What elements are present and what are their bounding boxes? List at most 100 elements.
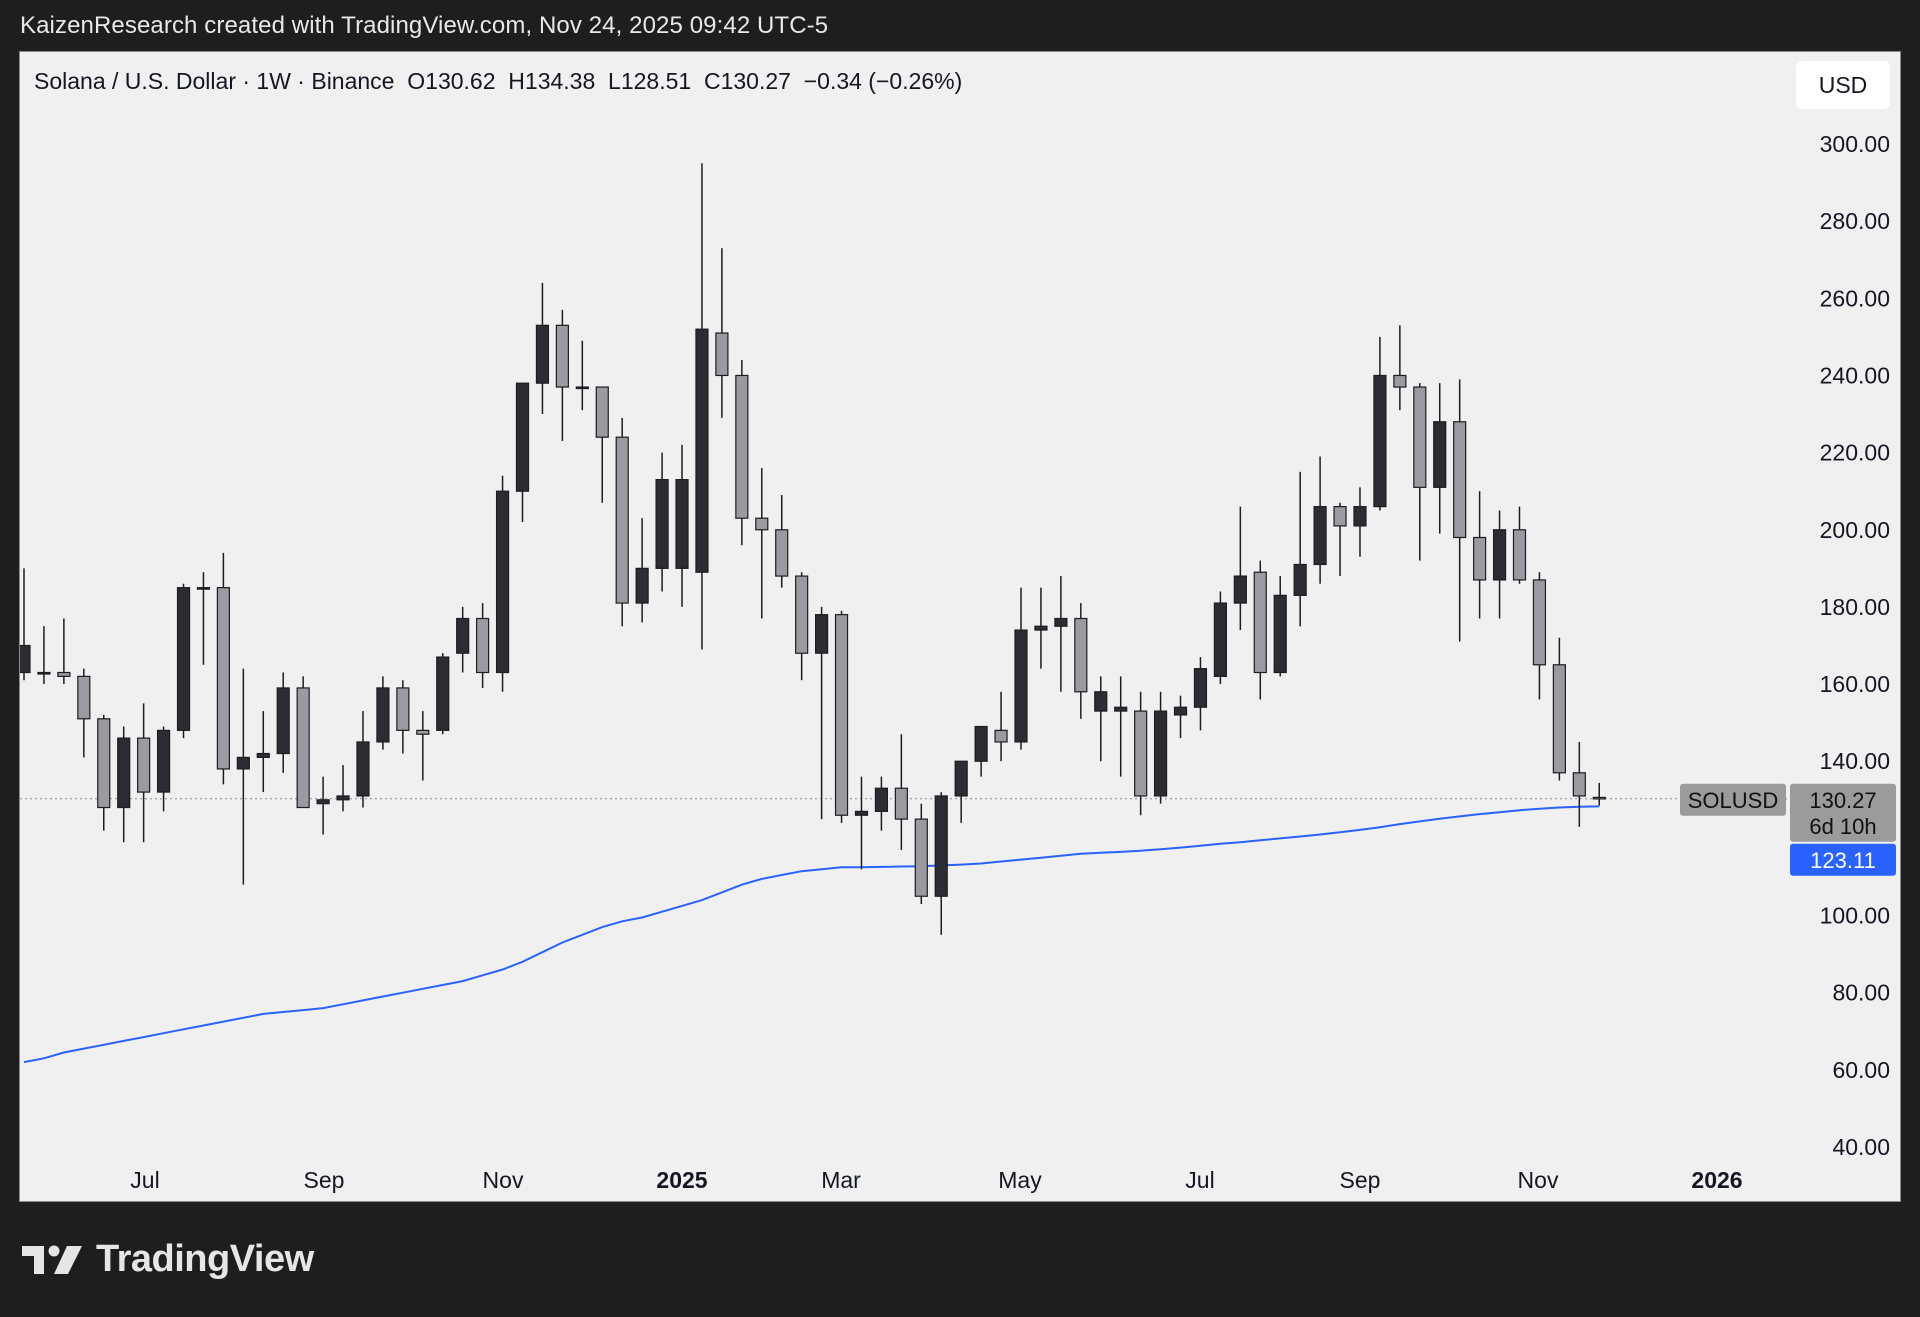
x-axis-label: Nov bbox=[483, 1167, 524, 1193]
candle-body[interactable] bbox=[476, 617, 490, 674]
candle-body[interactable] bbox=[20, 644, 31, 674]
candle-body[interactable] bbox=[1253, 571, 1267, 674]
candle-body[interactable] bbox=[1233, 575, 1247, 604]
x-axis-label: 2026 bbox=[1691, 1167, 1742, 1193]
candle-body[interactable] bbox=[655, 479, 669, 569]
candle-body[interactable] bbox=[1213, 602, 1228, 677]
candle-body[interactable] bbox=[416, 729, 430, 735]
price-tag bbox=[1790, 783, 1896, 842]
candle-body[interactable] bbox=[934, 795, 948, 897]
candle-body[interactable] bbox=[715, 332, 729, 377]
currency-button[interactable]: USD bbox=[1796, 61, 1890, 109]
candle-body[interactable] bbox=[795, 575, 809, 654]
candle-body[interactable] bbox=[1074, 617, 1088, 693]
candle-body[interactable] bbox=[336, 795, 350, 801]
candle-body[interactable] bbox=[814, 614, 829, 654]
candle-body[interactable] bbox=[1094, 691, 1108, 712]
tradingview-logo: TradingView bbox=[22, 1238, 314, 1281]
candle-body[interactable] bbox=[675, 479, 689, 569]
candle-body[interactable] bbox=[376, 687, 390, 743]
candle-body[interactable] bbox=[57, 671, 71, 677]
x-axis-label: Jul bbox=[130, 1167, 159, 1193]
candle-body[interactable] bbox=[1353, 506, 1367, 527]
chart-panel[interactable]: 300.00 280.00 260.00 240.00 220.00 200.00 180.… bbox=[19, 51, 1901, 1202]
candle-body[interactable] bbox=[775, 529, 789, 577]
candle-body[interactable] bbox=[695, 328, 709, 573]
candle-body[interactable] bbox=[436, 656, 450, 731]
candle-body[interactable] bbox=[1393, 374, 1407, 388]
candle-body[interactable] bbox=[1552, 664, 1566, 774]
candle-body[interactable] bbox=[137, 737, 151, 793]
candle-body[interactable] bbox=[1453, 421, 1467, 539]
candle-body[interactable] bbox=[356, 741, 370, 797]
candle-body[interactable] bbox=[1034, 625, 1048, 631]
candle-body[interactable] bbox=[575, 386, 589, 390]
candle-body[interactable] bbox=[37, 671, 51, 675]
candle-body[interactable] bbox=[515, 382, 530, 492]
candle-body[interactable] bbox=[216, 587, 230, 770]
y-axis-label: 160.00 bbox=[1820, 671, 1890, 697]
candle-body[interactable] bbox=[1014, 629, 1028, 743]
candle-body[interactable] bbox=[854, 810, 869, 816]
y-axis-label: 80.00 bbox=[1832, 980, 1890, 1006]
x-axis-label: Sep bbox=[304, 1167, 345, 1193]
candle-body[interactable] bbox=[1532, 579, 1547, 666]
candle-body[interactable] bbox=[296, 687, 310, 809]
candle-body[interactable] bbox=[834, 614, 849, 816]
candle-body[interactable] bbox=[117, 737, 131, 809]
candle-body[interactable] bbox=[1512, 529, 1527, 581]
y-axis-label: 240.00 bbox=[1820, 362, 1890, 388]
y-axis-label: 260.00 bbox=[1820, 285, 1890, 311]
candle-body[interactable] bbox=[1173, 706, 1188, 716]
candle-body[interactable] bbox=[735, 374, 749, 519]
candle-body[interactable] bbox=[914, 818, 928, 897]
candle-body[interactable] bbox=[495, 490, 510, 674]
candle-body[interactable] bbox=[1313, 506, 1327, 566]
candle-body[interactable] bbox=[1153, 710, 1168, 797]
moving-average-line bbox=[23, 805, 1600, 1064]
candle-body[interactable] bbox=[77, 675, 91, 720]
candle-body[interactable] bbox=[954, 760, 968, 797]
candle-body[interactable] bbox=[316, 799, 330, 805]
candle-body[interactable] bbox=[994, 729, 1008, 743]
candle-body[interactable] bbox=[635, 567, 649, 604]
y-axis-label: 60.00 bbox=[1832, 1057, 1890, 1083]
candle-body[interactable] bbox=[236, 756, 250, 770]
candle-body[interactable] bbox=[755, 517, 769, 531]
candle-body[interactable] bbox=[1193, 668, 1208, 708]
candle-body[interactable] bbox=[1293, 563, 1307, 596]
candle-body[interactable] bbox=[535, 324, 550, 384]
y-axis-label: 100.00 bbox=[1820, 903, 1890, 929]
candle-body[interactable] bbox=[1413, 386, 1427, 488]
candle-body[interactable] bbox=[1373, 374, 1387, 508]
candle-body[interactable] bbox=[1492, 529, 1507, 581]
candle-body[interactable] bbox=[256, 752, 270, 758]
candle-body[interactable] bbox=[176, 587, 191, 731]
y-axis-label: 300.00 bbox=[1820, 131, 1890, 157]
candle-body[interactable] bbox=[1273, 594, 1287, 674]
candle-body[interactable] bbox=[1054, 617, 1068, 627]
legend-close: C130.27 bbox=[703, 68, 791, 94]
x-axis-label: 2025 bbox=[656, 1167, 707, 1193]
candle-body[interactable] bbox=[874, 787, 889, 812]
candle-body[interactable] bbox=[1333, 506, 1347, 527]
candle-body[interactable] bbox=[456, 617, 470, 654]
candle-body[interactable] bbox=[1473, 536, 1487, 581]
candle-body[interactable] bbox=[396, 687, 410, 731]
candle-body[interactable] bbox=[1134, 710, 1148, 797]
candle-body[interactable] bbox=[1114, 706, 1128, 712]
candle-body[interactable] bbox=[894, 787, 908, 820]
candle-body[interactable] bbox=[97, 718, 111, 809]
candle-body[interactable] bbox=[1433, 421, 1447, 488]
candlestick-chart[interactable]: 300.00 280.00 260.00 240.00 220.00 200.00 180.… bbox=[20, 52, 1900, 1201]
candle-body[interactable] bbox=[974, 725, 988, 762]
candle-body[interactable] bbox=[196, 587, 211, 590]
symbol-tag-label: SOLUSD bbox=[1688, 788, 1778, 813]
candle-body[interactable] bbox=[1572, 772, 1586, 797]
candle-body[interactable] bbox=[276, 687, 290, 755]
candle-body[interactable] bbox=[595, 386, 609, 438]
candle-body[interactable] bbox=[555, 324, 569, 388]
candle-body[interactable] bbox=[1592, 796, 1606, 800]
candle-body[interactable] bbox=[615, 436, 629, 604]
candle-body[interactable] bbox=[156, 729, 171, 793]
